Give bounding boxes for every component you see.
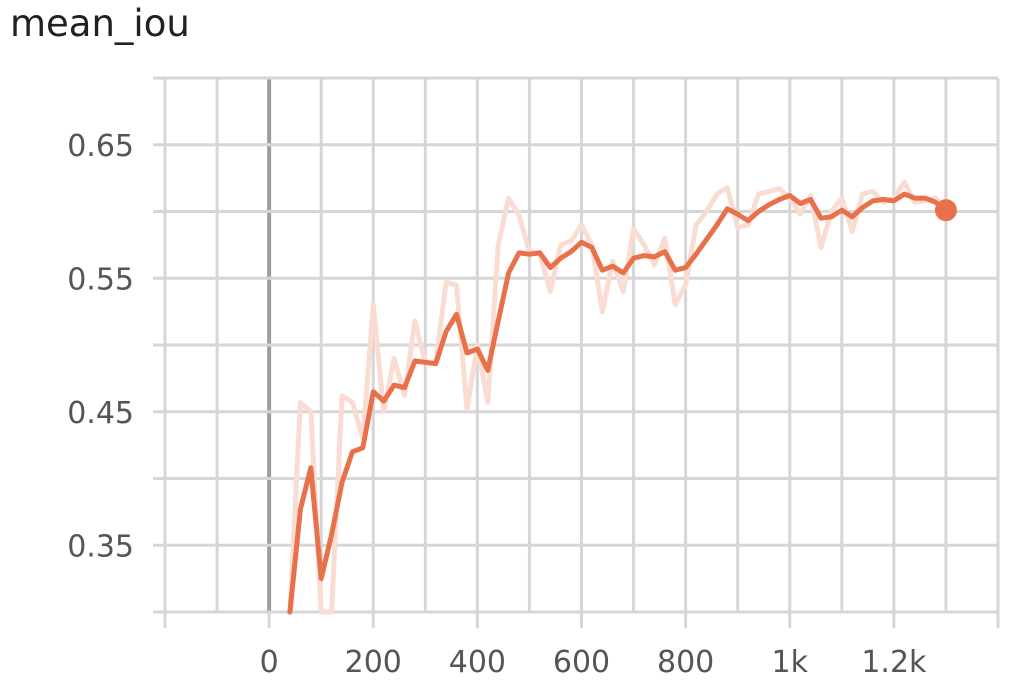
last-point-marker [934,199,957,222]
smoothed-series-line [287,191,949,615]
chart-title: mean_iou [10,2,190,45]
series-layer [287,179,957,615]
x-tick-label: 1.2k [861,645,927,680]
x-tick-label: 0 [260,645,279,680]
x-tick-label: 200 [345,645,402,680]
grid [153,76,1000,628]
y-tick-label: 0.45 [67,396,134,431]
y-tick-label: 0.55 [67,262,134,297]
x-tick-label: 400 [449,645,506,680]
x-tick-label: 600 [553,645,610,680]
tick-labels: 0 200 400 600 800 1k 1.2k 0.35 0.45 0.55 0.65 [67,129,927,680]
x-tick-label: 800 [657,645,714,680]
x-tick-label: 1k [772,645,809,680]
y-tick-label: 0.35 [67,529,134,564]
raw-series-line [287,179,949,615]
y-tick-label: 0.65 [67,129,134,164]
